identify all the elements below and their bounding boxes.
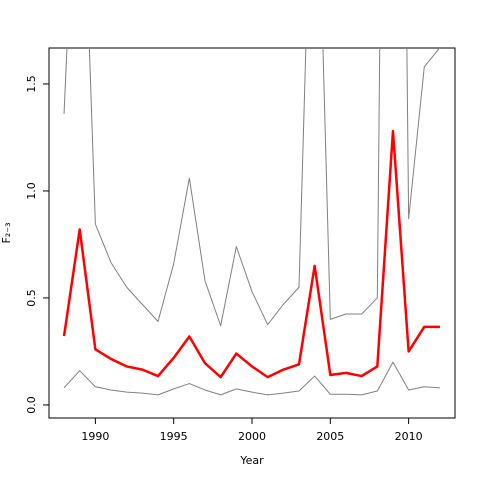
x-tick-label: 2000 [238, 430, 266, 443]
series-line [62, 129, 440, 379]
x-tick-label: 1995 [160, 430, 188, 443]
y-tick-label: 1.5 [25, 75, 38, 93]
x-tick-label: 1990 [81, 430, 109, 443]
y-axis-label: F₂₋₃ [0, 223, 13, 244]
y-tick-label: 0.5 [25, 289, 38, 307]
plot-frame [48, 47, 456, 419]
plot-area [62, 48, 441, 396]
x-tick-label: 2010 [395, 430, 423, 443]
y-tick-label: 0.0 [25, 396, 38, 414]
x-axis-label: Year [239, 454, 264, 467]
series-line [63, 361, 440, 396]
x-tick-label: 2005 [316, 430, 344, 443]
y-tick-label: 1.0 [25, 182, 38, 200]
series-line [63, 48, 441, 327]
